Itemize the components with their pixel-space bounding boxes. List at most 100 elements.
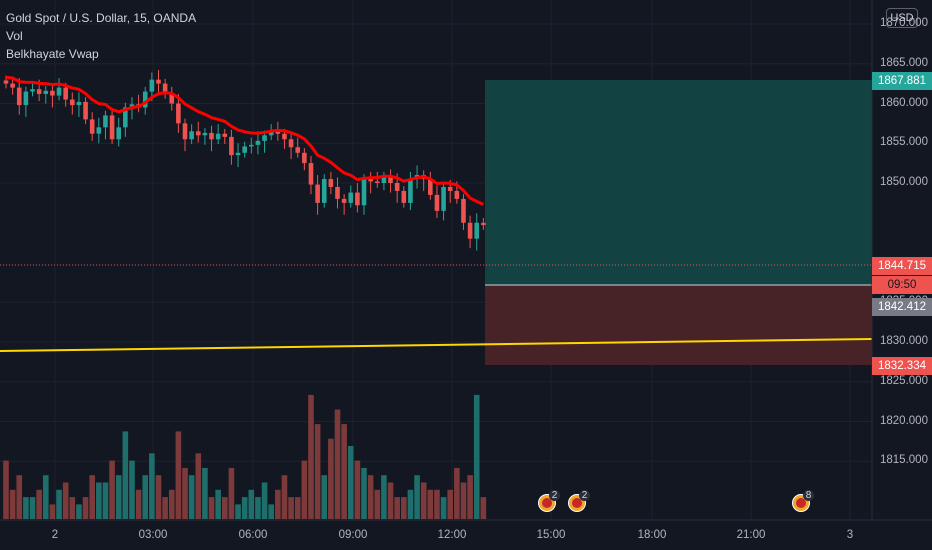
candle-body [474,222,480,239]
volume-bar [168,489,175,519]
volume-bar [135,489,142,519]
candle-body [447,186,453,191]
price-tick-label: 1855.000 [880,136,928,149]
flag-us-icon[interactable]: 8 [792,490,814,512]
candle-body [3,80,9,84]
candle-body [361,179,367,206]
price-tick-label: 1830.000 [880,335,928,347]
volume-bar [202,467,208,519]
volume-bar [208,497,215,519]
candle-body [70,99,75,106]
volume-bar [387,482,394,519]
volume-bar [102,482,109,519]
vwap-indicator-label[interactable]: Belkhayate Vwap [6,47,99,61]
volume-bar [294,497,301,519]
volume-bar [341,424,347,519]
price-tick-label: 1825.000 [880,374,928,387]
volume-bar [3,460,9,519]
event-count: 8 [803,490,814,501]
candle-body [56,87,62,96]
volume-bar [275,489,281,519]
volume-bar [188,475,195,519]
volume-bar [82,497,89,519]
candle-body [441,186,446,211]
vwap-line [5,75,485,206]
candle-body [454,190,460,199]
volume-bar [96,482,102,519]
candle-body [481,222,486,226]
candle-body [96,127,102,134]
candle-body [215,133,221,140]
volume-bar [36,489,42,519]
volume-bar [460,482,467,519]
candle-body [89,119,95,134]
support-trendline[interactable] [0,338,873,352]
volume-bar [182,467,188,519]
candle-body [30,89,35,92]
candle-body [36,89,42,94]
candle-body [302,152,307,164]
candle-body [374,181,380,183]
volume-bar [434,489,440,519]
volume-bars [3,394,487,519]
volume-bar [221,497,228,519]
volume-bar [29,497,36,519]
candle-body [242,146,247,153]
volume-bar [69,497,76,519]
volume-bar [115,475,122,519]
volume-bar [401,497,407,519]
candle-body [156,79,161,84]
currency-button[interactable]: USD [886,8,918,28]
volume-indicator-label[interactable]: Vol [6,29,23,43]
volume-bar [215,489,221,519]
candle-body [76,101,82,106]
symbol-title[interactable]: Gold Spot / U.S. Dollar, 15, OANDA [6,11,197,25]
volume-bar [49,504,56,519]
candlesticks [3,70,486,251]
volume-bar [473,394,480,519]
volume-bar [248,489,255,519]
candle-body [176,103,181,124]
stop-loss-zone[interactable] [485,285,872,365]
volume-bar [109,460,115,519]
volume-bar [314,424,321,519]
volume-bar [195,453,202,519]
take-profit-price-label[interactable]: 1867.881 [872,72,932,90]
volume-bar [321,475,328,519]
candle-body [249,144,254,147]
volume-bar [440,497,447,519]
flag-us-icon[interactable]: 2 [568,490,590,512]
candle-body [235,152,241,156]
volume-bar [142,475,149,519]
candle-body [116,127,122,140]
candle-body [428,179,433,195]
entry-price-label[interactable]: 1842.412 [872,298,932,316]
time-tick-label: 03:00 [138,529,168,541]
candle-body [282,133,287,140]
stop-loss-price-label[interactable]: 1832.334 [872,357,932,375]
candle-body [262,135,267,141]
volume-bar [175,431,182,519]
candle-body [467,222,473,239]
volume-bar [241,497,248,519]
event-count: 2 [579,490,590,501]
candle-body [401,190,407,203]
take-profit-zone[interactable] [485,80,872,285]
candle-body [408,179,413,203]
candle-body [335,186,340,199]
volume-bar [407,489,414,519]
price-tick-label: 1870.000 [880,17,928,29]
volume-bar [89,475,95,519]
flag-us-icon[interactable]: 2 [538,490,560,512]
candle-body [162,83,168,94]
volume-bar [414,475,420,519]
volume-bar [228,467,235,519]
volume-bar [16,475,23,519]
volume-bar [361,467,367,519]
candle-body [308,163,314,185]
volume-bar [301,460,308,519]
candle-body [182,123,188,140]
time-tick-label: 12:00 [437,529,467,541]
candle-body [321,179,327,203]
